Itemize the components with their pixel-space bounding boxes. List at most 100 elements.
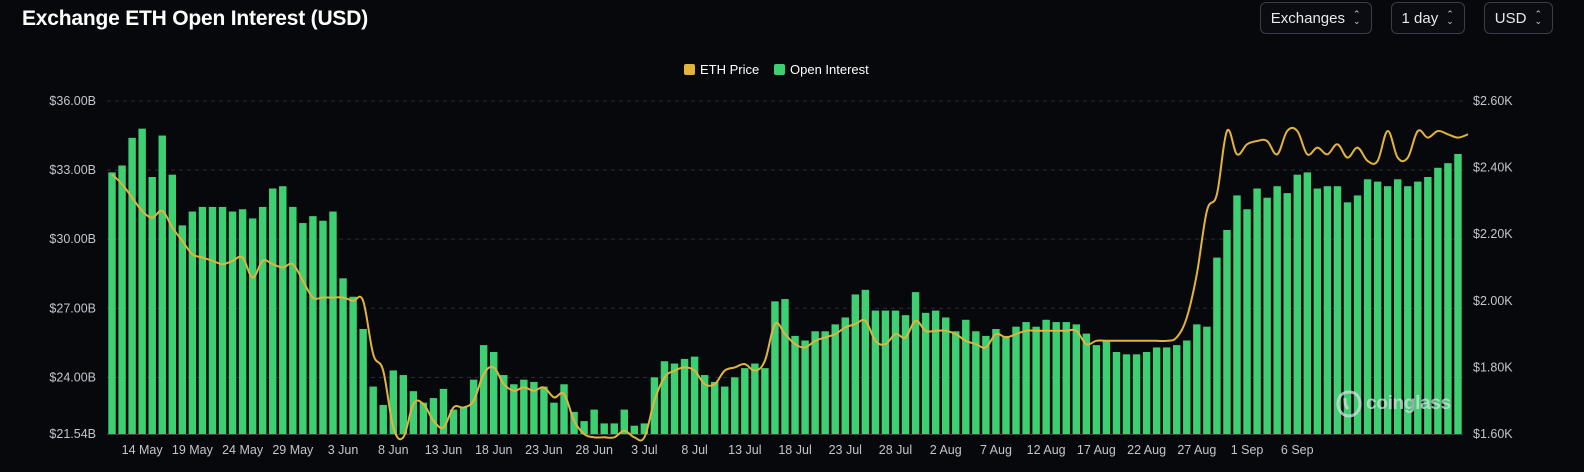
open-interest-bar[interactable] — [329, 211, 337, 434]
open-interest-bar[interactable] — [409, 391, 418, 434]
open-interest-bar[interactable] — [921, 312, 930, 434]
open-interest-bar[interactable] — [811, 331, 819, 434]
open-interest-bar[interactable] — [1072, 324, 1081, 434]
open-interest-bar[interactable] — [982, 335, 990, 434]
open-interest-bar[interactable] — [731, 377, 739, 434]
open-interest-bar[interactable] — [560, 384, 568, 434]
open-interest-bar[interactable] — [299, 223, 307, 434]
interval-select[interactable]: 1 day ⌃ ⌄ — [1390, 2, 1465, 34]
open-interest-bar[interactable] — [1042, 319, 1050, 434]
open-interest-bar[interactable] — [1404, 186, 1412, 434]
open-interest-bar[interactable] — [670, 363, 679, 434]
open-interest-bar[interactable] — [1152, 347, 1161, 434]
open-interest-bar[interactable] — [1082, 333, 1091, 434]
open-interest-bar[interactable] — [841, 317, 849, 434]
open-interest-bar[interactable] — [1102, 340, 1111, 434]
open-interest-bar[interactable] — [540, 386, 548, 434]
open-interest-bar[interactable] — [831, 324, 839, 434]
open-interest-bar[interactable] — [1132, 354, 1141, 434]
open-interest-bar[interactable] — [319, 220, 327, 434]
open-interest-bar[interactable] — [1373, 181, 1382, 434]
open-interest-bar[interactable] — [630, 425, 639, 434]
open-interest-bar[interactable] — [741, 368, 749, 434]
open-interest-bar[interactable] — [1162, 347, 1171, 434]
open-interest-bar[interactable] — [1062, 322, 1070, 434]
open-interest-bar[interactable] — [148, 176, 156, 434]
open-interest-bar[interactable] — [871, 310, 880, 434]
open-interest-bar[interactable] — [128, 137, 136, 434]
open-interest-bar[interactable] — [791, 335, 799, 434]
open-interest-bar[interactable] — [520, 379, 528, 434]
open-interest-bar[interactable] — [660, 361, 669, 434]
open-interest-bar[interactable] — [801, 340, 809, 434]
open-interest-bar[interactable] — [891, 310, 900, 434]
open-interest-bar[interactable] — [610, 423, 618, 434]
open-interest-bar[interactable] — [721, 386, 729, 434]
open-interest-bar[interactable] — [1122, 354, 1131, 434]
open-interest-bar[interactable] — [369, 386, 377, 434]
open-interest-bar[interactable] — [258, 206, 267, 434]
open-interest-bar[interactable] — [650, 377, 659, 434]
open-interest-bar[interactable] — [429, 398, 438, 434]
open-interest-bar[interactable] — [972, 331, 980, 434]
open-interest-bar[interactable] — [158, 135, 166, 434]
open-interest-bar[interactable] — [1193, 324, 1201, 434]
open-interest-bar[interactable] — [952, 331, 960, 434]
open-interest-bar[interactable] — [1032, 326, 1040, 434]
open-interest-bar[interactable] — [198, 206, 207, 434]
open-interest-bar[interactable] — [339, 278, 347, 434]
open-interest-bar[interactable] — [911, 292, 920, 434]
open-interest-bar[interactable] — [399, 375, 408, 434]
open-interest-bar[interactable] — [1434, 167, 1442, 434]
open-interest-bar[interactable] — [600, 423, 608, 434]
open-interest-bar[interactable] — [138, 128, 146, 434]
open-interest-bar[interactable] — [700, 375, 709, 434]
open-interest-bar[interactable] — [178, 225, 187, 434]
open-interest-bar[interactable] — [118, 165, 126, 434]
open-interest-bar[interactable] — [781, 299, 789, 434]
open-interest-bar[interactable] — [1002, 335, 1010, 434]
open-interest-bar[interactable] — [751, 363, 759, 434]
open-interest-bar[interactable] — [1233, 195, 1241, 434]
open-interest-bar[interactable] — [550, 402, 558, 434]
open-interest-bar[interactable] — [1112, 352, 1121, 434]
open-interest-bar[interactable] — [279, 186, 287, 434]
open-interest-bar[interactable] — [1052, 322, 1060, 434]
open-interest-bar[interactable] — [1092, 345, 1101, 434]
open-interest-bar[interactable] — [1303, 172, 1312, 434]
open-interest-bar[interactable] — [620, 409, 629, 434]
open-interest-bar[interactable] — [680, 358, 689, 434]
open-interest-bar[interactable] — [1243, 209, 1251, 434]
open-interest-bar[interactable] — [570, 411, 578, 434]
open-interest-bar[interactable] — [1444, 163, 1452, 435]
open-interest-bar[interactable] — [1203, 326, 1211, 434]
open-interest-bar[interactable] — [269, 188, 277, 434]
open-interest-bar[interactable] — [379, 404, 387, 434]
open-interest-bar[interactable] — [851, 294, 860, 434]
open-interest-bar[interactable] — [349, 296, 357, 434]
open-interest-bar[interactable] — [228, 211, 237, 434]
open-interest-bar[interactable] — [188, 211, 197, 434]
exchanges-select[interactable]: Exchanges ⌃ ⌄ — [1259, 2, 1372, 34]
open-interest-bar[interactable] — [1142, 352, 1151, 434]
open-interest-bar[interactable] — [931, 310, 940, 434]
open-interest-bar[interactable] — [1273, 186, 1281, 434]
open-interest-bar[interactable] — [108, 172, 116, 434]
open-interest-bar[interactable] — [1293, 174, 1301, 435]
open-interest-bar[interactable] — [580, 421, 588, 434]
open-interest-bar[interactable] — [1263, 197, 1271, 434]
open-interest-bar[interactable] — [510, 384, 518, 434]
open-interest-bar[interactable] — [218, 206, 227, 434]
open-interest-bar[interactable] — [861, 289, 870, 434]
legend-label-eth-price[interactable]: ETH Price — [700, 62, 759, 77]
open-interest-bar[interactable] — [309, 216, 317, 434]
open-interest-bar[interactable] — [1253, 188, 1261, 434]
open-interest-bar[interactable] — [941, 317, 950, 434]
open-interest-bar[interactable] — [530, 381, 538, 434]
open-interest-bar[interactable] — [1173, 345, 1181, 434]
open-interest-bar[interactable] — [479, 345, 488, 434]
eth-price-series-line[interactable] — [111, 126, 1469, 442]
open-interest-bar[interactable] — [1414, 181, 1422, 434]
open-interest-bar[interactable] — [248, 218, 257, 434]
